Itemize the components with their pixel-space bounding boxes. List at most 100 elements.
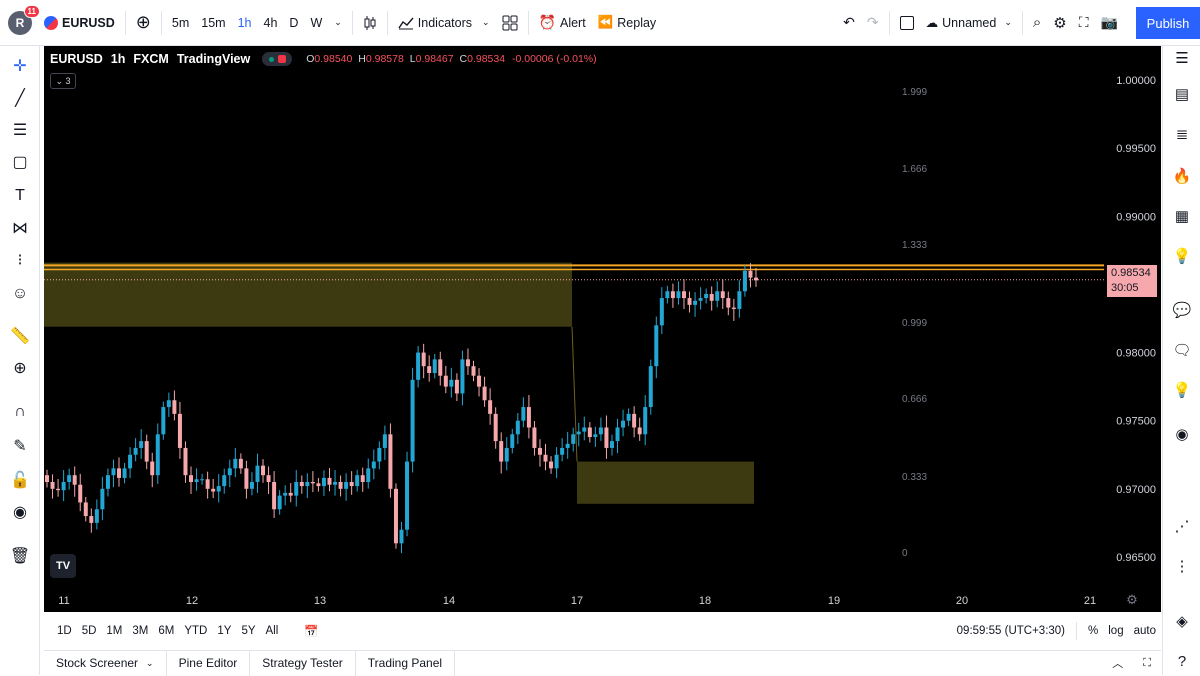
tab-stock-screener-label: Stock Screener — [56, 656, 139, 670]
tab-strategy-tester[interactable]: Strategy Tester — [250, 650, 356, 676]
market-status-pill[interactable] — [262, 52, 293, 66]
indicators-collapse-toggle[interactable]: ⌄ 3 — [50, 73, 76, 89]
camera-snapshot-icon[interactable]: 📷 — [1100, 14, 1118, 30]
redo-icon[interactable]: ↷ — [866, 14, 879, 30]
tab-trading-panel[interactable]: Trading Panel — [356, 650, 456, 676]
search-icon[interactable]: ⌕ — [1032, 14, 1042, 31]
log-toggle[interactable]: log — [1108, 625, 1124, 637]
candle-body — [488, 400, 493, 414]
trendline-icon[interactable]: ╱ — [15, 90, 25, 107]
fullscreen-icon[interactable]: ⛶ — [1078, 14, 1089, 30]
candle-body — [504, 447, 509, 462]
candle-body — [449, 379, 454, 387]
range-1Y[interactable]: 1Y — [217, 625, 232, 637]
news-icon[interactable]: ▤ — [1174, 86, 1190, 103]
range-5Y[interactable]: 5Y — [241, 625, 256, 637]
fib-retracement-icon[interactable]: ☰ — [12, 122, 28, 139]
interval-4h[interactable]: 4h — [263, 15, 278, 30]
data-window-icon[interactable]: ⋮ — [1174, 558, 1190, 575]
tips-icon[interactable]: 💡 — [1172, 382, 1192, 399]
candle-body — [261, 465, 266, 476]
magnet-icon[interactable]: ∩ — [14, 403, 26, 420]
cloud-icon: ☁ — [925, 16, 939, 30]
range-1D[interactable]: 1D — [57, 625, 72, 637]
candle-body — [360, 475, 365, 482]
interval-D[interactable]: D — [289, 15, 299, 30]
legend-ohlc: O0.98540 H0.98578 L0.98467 C0.98534 -0.0… — [306, 53, 597, 65]
percent-toggle[interactable]: % — [1088, 625, 1099, 637]
auto-toggle[interactable]: auto — [1133, 625, 1156, 637]
interval-15m[interactable]: 15m — [201, 15, 226, 30]
messages-icon[interactable]: 🗨 — [1172, 342, 1192, 359]
candle-body — [233, 458, 238, 469]
smiley-icon[interactable]: ☺ — [11, 285, 29, 302]
layout-name-button[interactable]: ☁ Unnamed ⌄ — [920, 0, 1018, 46]
ideas-lightbulb-icon[interactable]: 💡 — [1172, 248, 1192, 265]
zoom-in-icon[interactable]: ⊕ — [13, 360, 27, 377]
publish-button[interactable]: Publish — [1136, 7, 1200, 39]
rectangle-shape-icon[interactable]: ▢ — [12, 154, 28, 171]
candle-body — [576, 431, 581, 435]
chats-icon[interactable]: 💬 — [1172, 302, 1192, 319]
interval-dropdown-chevron-down-icon[interactable]: ⌄ — [334, 17, 342, 27]
templates-grid-icon[interactable] — [496, 0, 524, 46]
layers-icon[interactable]: ◈ — [1176, 613, 1188, 630]
compare-plus-icon[interactable]: ⊕ — [135, 12, 151, 32]
price-tick-label: 0.97000 — [1116, 484, 1156, 496]
range-1M[interactable]: 1M — [106, 625, 123, 637]
candle-body — [571, 434, 576, 444]
alert-button[interactable]: ⏰ Alert — [533, 0, 592, 46]
collapse-panel-chevron-icon[interactable]: ︿ — [1112, 658, 1124, 670]
settings-gear-icon[interactable]: ⚙ — [1053, 14, 1067, 32]
user-avatar[interactable]: R 11 — [8, 4, 40, 35]
prediction-icon[interactable]: ⁝ — [17, 252, 23, 269]
hotlist-fire-icon[interactable]: 🔥 — [1172, 168, 1192, 185]
candle-body — [150, 461, 155, 476]
lock-icon[interactable]: 🔓 — [10, 472, 30, 489]
left-drawing-toolbar: ✛ ╱ ☰ ▢ T ⋈ ⁝ ☺ 📏 ⊕ ∩ ✎ 🔓 ◉ 🗑 — [0, 46, 40, 675]
chart-pane[interactable]: 1.999 1.666 1.333 0.999 0.666 0.333 0 1.00000 0.… — [44, 46, 1161, 612]
text-tool-icon[interactable]: T — [15, 187, 25, 204]
price-chart-svg[interactable]: 1.999 1.666 1.333 0.999 0.666 0.333 0 1.00000 0.… — [44, 46, 1161, 612]
crosshair-icon[interactable]: ✛ — [13, 58, 27, 75]
indicators-button[interactable]: Indicators ⌄ — [392, 0, 496, 46]
range-3M[interactable]: 3M — [132, 625, 149, 637]
pattern-icon[interactable]: ⋈ — [12, 220, 28, 237]
candle-body — [299, 482, 304, 487]
symbol-search-button[interactable]: EURUSD — [38, 0, 121, 46]
maximize-panel-icon[interactable]: ⛶ — [1143, 656, 1151, 669]
clock-time[interactable]: 09:59:55 (UTC+3:30) — [956, 625, 1066, 637]
goto-date-calendar-icon[interactable]: 📅 — [304, 626, 319, 638]
watchlist-icon[interactable]: ☰ — [1175, 50, 1189, 67]
candle-body — [255, 465, 260, 482]
eye-icon[interactable]: ◉ — [13, 504, 27, 521]
range-YTD[interactable]: YTD — [184, 625, 208, 637]
supply-zone — [44, 262, 572, 327]
candle-body — [349, 482, 354, 487]
interval-1h[interactable]: 1h — [237, 15, 252, 30]
candle-body — [305, 482, 310, 487]
range-5D[interactable]: 5D — [81, 625, 97, 637]
tab-stock-screener[interactable]: Stock Screener ⌄ — [44, 650, 167, 676]
object-tree-icon[interactable]: ⋰ — [1174, 518, 1190, 535]
lock-drawing-icon[interactable]: ✎ — [13, 438, 27, 455]
indicator-count: 3 — [65, 76, 71, 86]
layout-select-checkbox-icon[interactable] — [894, 0, 920, 46]
candle-style-icon[interactable] — [357, 0, 383, 46]
interval-5m[interactable]: 5m — [171, 15, 190, 30]
streams-icon[interactable]: ◉ — [1175, 426, 1189, 443]
undo-icon[interactable]: ↶ — [843, 14, 855, 30]
calendar-icon[interactable]: ▦ — [1174, 208, 1190, 225]
range-All[interactable]: All — [265, 625, 279, 637]
tradingview-logo-icon[interactable]: TV — [50, 554, 76, 578]
candle-body — [681, 291, 686, 299]
interval-W[interactable]: W — [310, 15, 323, 30]
replay-button[interactable]: ⏪ Replay — [592, 0, 663, 46]
ruler-icon[interactable]: 📏 — [10, 328, 30, 345]
watchlist-add-icon[interactable]: ≣ — [1175, 126, 1189, 143]
help-icon[interactable]: ? — [1177, 652, 1187, 670]
range-6M[interactable]: 6M — [158, 625, 175, 637]
trash-icon[interactable]: 🗑 — [9, 548, 31, 565]
tab-pine-editor[interactable]: Pine Editor — [167, 650, 251, 676]
candle-body — [465, 359, 470, 367]
